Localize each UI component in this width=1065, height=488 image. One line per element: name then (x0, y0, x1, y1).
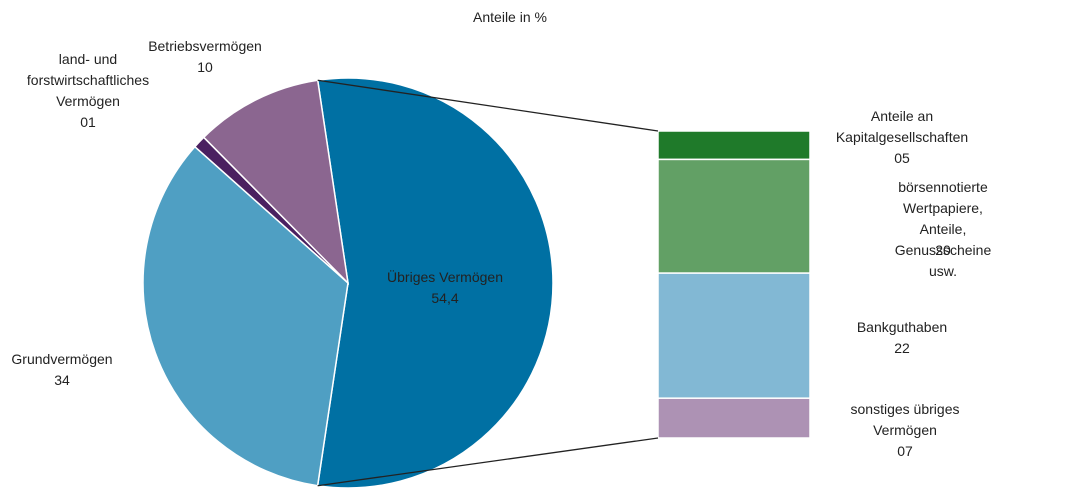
value-label: 07 (897, 443, 913, 459)
bar-label: Anteile an Kapitalgesellschaften (835, 108, 969, 145)
pie-slice (142, 145, 349, 487)
value-label: 01 (80, 114, 96, 130)
bar-segment (657, 130, 811, 161)
slice-label: Betriebsvermögen (148, 38, 262, 54)
slice-label: Grundvermögen (11, 351, 113, 367)
connector (317, 437, 659, 487)
value-label: 20 (935, 242, 951, 258)
slice-label: land- und forstwirtschaftliches Vermögen (26, 51, 150, 109)
bar-segment (657, 158, 811, 274)
bar-label: sonstiges übriges Vermögen (850, 401, 960, 438)
bar-segment (657, 397, 811, 439)
bar-label: Bankguthaben (856, 319, 948, 335)
pie-slice (202, 79, 350, 286)
value-label: 54,4 (431, 290, 459, 306)
value-label: 22 (894, 340, 910, 356)
pie-center-label: Übriges Vermögen (387, 269, 503, 285)
pie-slice (316, 77, 554, 488)
chart-title: Anteile in % (473, 9, 547, 25)
bar-label: börsennotierte Wertpapiere, Anteile, Gen… (894, 179, 992, 279)
bar-segment (657, 272, 811, 399)
connector (317, 79, 659, 132)
value-label: 05 (894, 150, 910, 166)
value-label: 10 (197, 59, 213, 75)
value-label: 34 (54, 372, 70, 388)
